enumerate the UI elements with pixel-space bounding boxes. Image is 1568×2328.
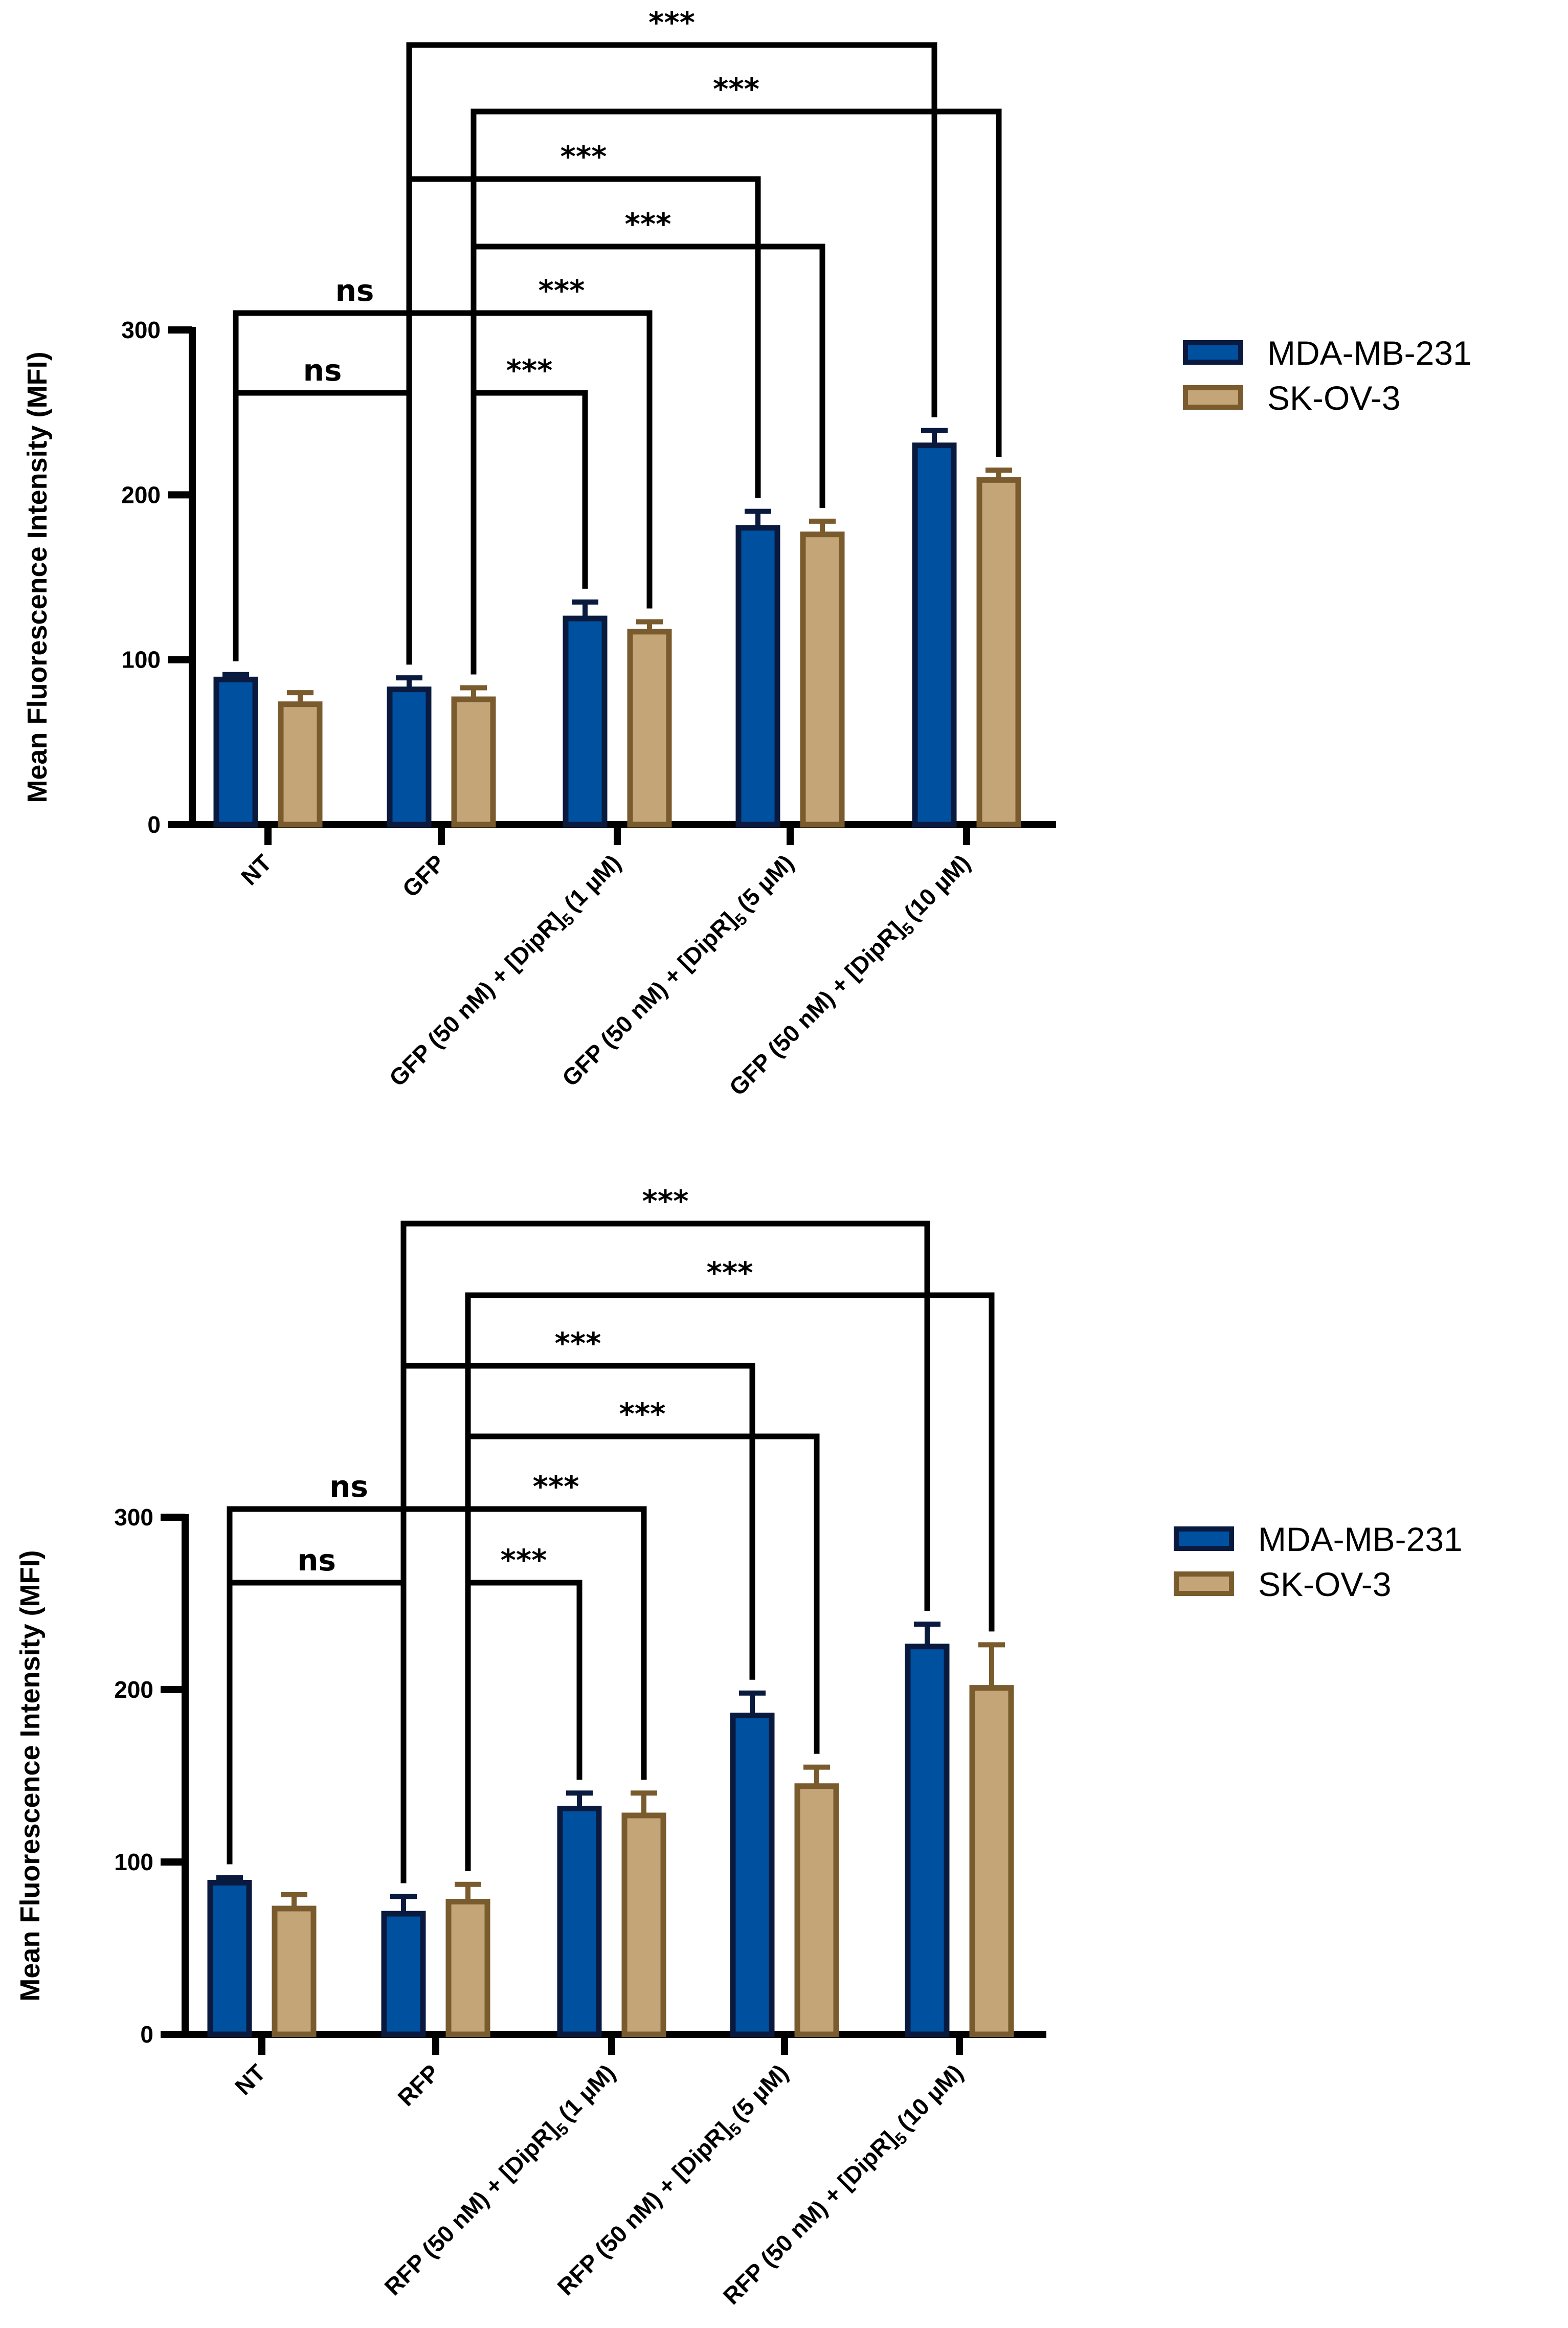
x-tick-label: RFP	[392, 2059, 444, 2111]
y-tick-label: 0	[140, 2021, 153, 2048]
x-tick-label-tail: (1 µM)	[559, 849, 626, 916]
bar-mda-mb-231	[557, 1806, 602, 2037]
bar-sk-ov-3	[451, 696, 496, 828]
x-tick-label-text: NT	[236, 849, 277, 890]
x-tick-label-text: RFP (50 nM) + [DipR]	[552, 2117, 735, 2300]
bar-mda-mb-231	[912, 442, 957, 828]
y-tick-label: 0	[147, 811, 161, 838]
x-tick-label-text: GFP (50 nM) + [DipR]	[557, 907, 742, 1092]
x-tick-label-text: RFP (50 nM) + [DipR]	[718, 2126, 901, 2310]
significance-bracket	[233, 390, 412, 665]
x-tick-label-text: GFP	[397, 849, 450, 902]
bar-sk-ov-3	[976, 477, 1021, 828]
x-tick-label-text: GFP (50 nM) + [DipR]	[724, 916, 909, 1101]
x-tick-label-tail: (10 µM)	[892, 2059, 968, 2135]
x-tick-label-tail: (5 µM)	[726, 2059, 793, 2126]
legend-label-sk-ov-3: SK-OV-3	[1267, 379, 1400, 417]
bar-mda-mb-231	[387, 686, 432, 828]
legend-label-mda-mb-231: MDA-MB-231	[1267, 334, 1472, 372]
bar-mda-mb-231	[735, 525, 780, 828]
gfp-chart-panel: Mean Fluorescence Intensity (MFI) 0 100 200…	[22, 5, 1472, 1101]
x-tick-label-text: GFP (50 nM) + [DipR]	[384, 907, 569, 1092]
x-tick-label-tail: (10 µM)	[899, 849, 975, 925]
bar-mda-mb-231	[905, 1644, 950, 2037]
significance-label-stars: ***	[501, 1543, 547, 1578]
significance-label-ns: ns	[297, 1543, 336, 1578]
significance-label-stars: ***	[642, 1184, 689, 1218]
bar-sk-ov-3	[621, 1812, 666, 2037]
x-tick-label: NT	[230, 2059, 271, 2100]
significance-label-stars: ***	[539, 273, 585, 308]
bar-mda-mb-231	[207, 1879, 252, 2037]
significance-bracket	[406, 42, 937, 665]
significance-label-stars: ***	[561, 139, 607, 174]
x-tick-label-tail: (1 µM)	[553, 2059, 620, 2126]
significance-bracket	[400, 1221, 930, 1883]
significance-bracket	[471, 390, 588, 675]
legend-swatch-mda-mb-231	[1183, 340, 1243, 365]
legend-label-sk-ov-3: SK-OV-3	[1258, 1565, 1391, 1603]
significance-bracket	[465, 1580, 583, 1871]
x-tick-label-tail: (5 µM)	[732, 849, 799, 916]
bar-mda-mb-231	[213, 676, 258, 828]
significance-label-stars: ***	[506, 353, 553, 388]
bar-sk-ov-3	[969, 1685, 1014, 2037]
significance-label-stars: ***	[555, 1326, 601, 1361]
significance-bracket	[465, 1506, 647, 1871]
significance-bracket	[471, 310, 653, 675]
bar-sk-ov-3	[278, 701, 323, 828]
legend-swatch-sk-ov-3	[1183, 385, 1243, 410]
x-tick-label: NT	[236, 849, 277, 890]
y-axis-label: Mean Fluorescence Intensity (MFI)	[22, 351, 53, 803]
bar-sk-ov-3	[272, 1905, 317, 2037]
significance-label-ns: ns	[335, 273, 374, 308]
legend-swatch-sk-ov-3	[1174, 1571, 1234, 1596]
significance-label-stars: ***	[625, 207, 671, 241]
bar-sk-ov-3	[800, 531, 845, 828]
y-tick-label: 100	[121, 647, 161, 673]
bar-sk-ov-3	[445, 1899, 490, 2037]
x-tick-label-text: NT	[230, 2059, 271, 2100]
legend-swatch-mda-mb-231	[1174, 1526, 1234, 1551]
significance-label-ns: ns	[303, 353, 342, 388]
significance-label-stars: ***	[619, 1396, 666, 1431]
rfp-chart-panel: Mean Fluorescence Intensity (MFI) 0 100 200…	[15, 1184, 1463, 2310]
y-tick-label: 200	[121, 481, 161, 508]
bar-mda-mb-231	[381, 1911, 426, 2037]
bar-mda-mb-231	[563, 615, 608, 828]
y-tick-label: 300	[114, 1504, 153, 1531]
legend-label-mda-mb-231: MDA-MB-231	[1258, 1520, 1463, 1558]
x-tick-label: GFP	[397, 849, 450, 902]
y-axis-label: Mean Fluorescence Intensity (MFI)	[15, 1550, 46, 2001]
y-tick-label: 200	[114, 1676, 153, 1703]
bar-sk-ov-3	[794, 1783, 839, 2037]
significance-label-stars: ***	[713, 72, 759, 106]
significance-bracket	[227, 1506, 471, 1871]
bar-mda-mb-231	[730, 1713, 775, 2037]
significance-label-stars: ***	[707, 1255, 753, 1290]
significance-label-stars: ***	[648, 5, 695, 40]
significance-bracket	[227, 1580, 407, 1883]
significance-bracket	[233, 310, 477, 675]
y-tick-label: 300	[121, 317, 161, 343]
significance-label-stars: ***	[533, 1469, 579, 1504]
x-tick-label-text: RFP (50 nM) + [DipR]	[379, 2117, 563, 2300]
x-tick-label-text: RFP	[392, 2059, 444, 2111]
significance-label-ns: ns	[329, 1469, 368, 1504]
bar-sk-ov-3	[627, 629, 672, 828]
y-tick-label: 100	[114, 1849, 153, 1875]
